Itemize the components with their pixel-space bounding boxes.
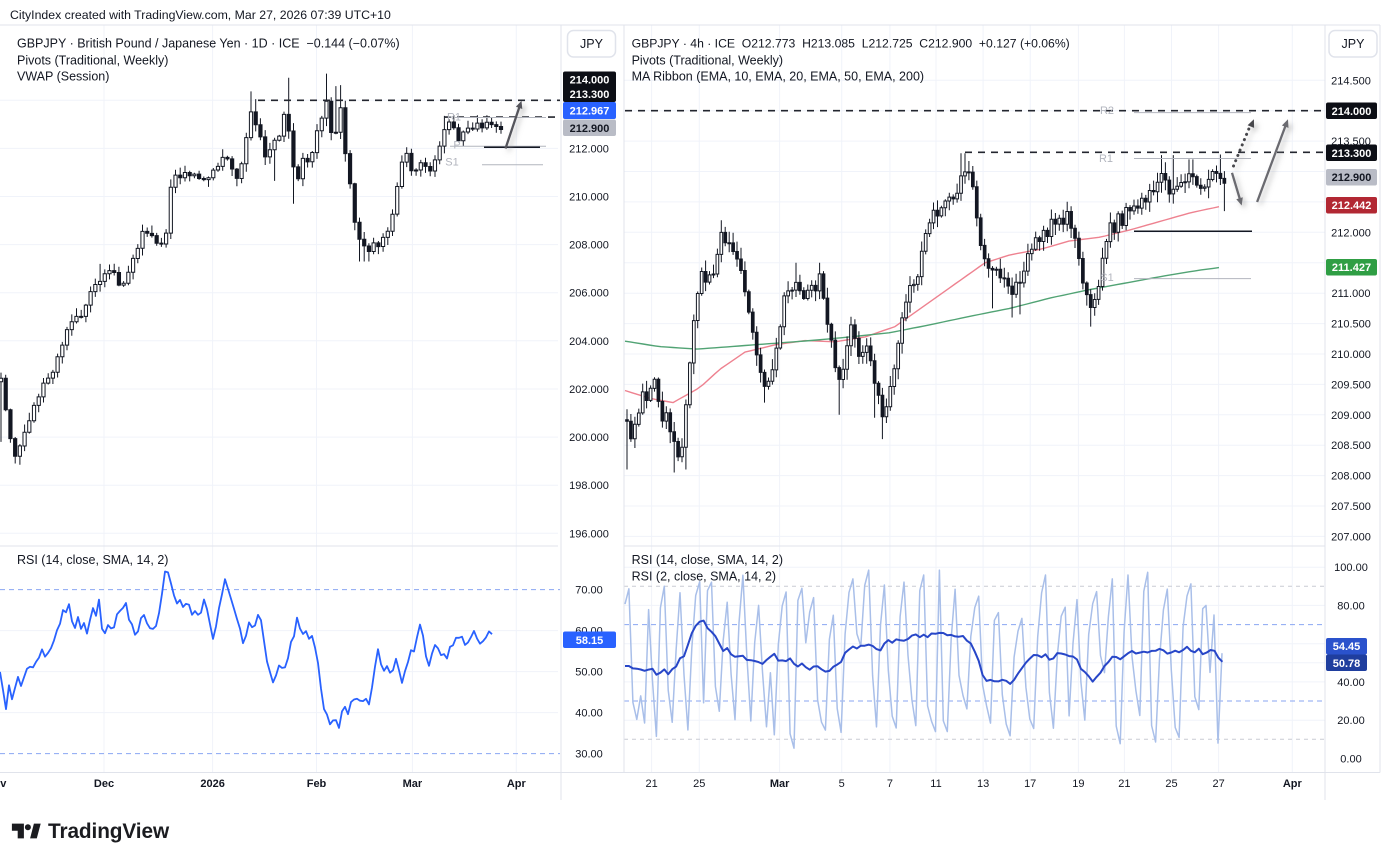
svg-text:7: 7 <box>887 778 893 790</box>
svg-text:211.000: 211.000 <box>1332 288 1371 300</box>
svg-text:100.00: 100.00 <box>1334 562 1368 574</box>
svg-text:212.967: 212.967 <box>570 106 610 118</box>
svg-text:210.000: 210.000 <box>1331 349 1371 361</box>
svg-text:209.500: 209.500 <box>1331 379 1371 391</box>
svg-text:27: 27 <box>1212 778 1224 790</box>
svg-text:JPY: JPY <box>580 37 604 51</box>
svg-text:212.000: 212.000 <box>569 143 609 155</box>
svg-text:210.000: 210.000 <box>569 192 609 204</box>
svg-text:Apr: Apr <box>1283 778 1303 790</box>
svg-text:RSI (2, close, SMA, 14, 2): RSI (2, close, SMA, 14, 2) <box>632 570 777 584</box>
svg-text:Mar: Mar <box>770 778 790 790</box>
svg-text:S1: S1 <box>1100 272 1113 284</box>
svg-text:0.00: 0.00 <box>1340 753 1361 765</box>
svg-text:RSI (14, close, SMA, 14, 2): RSI (14, close, SMA, 14, 2) <box>632 553 783 567</box>
svg-text:13: 13 <box>977 778 989 790</box>
svg-text:2026: 2026 <box>200 778 224 790</box>
svg-text:212.442: 212.442 <box>1332 200 1372 212</box>
svg-text:17: 17 <box>1024 778 1036 790</box>
svg-text:R1: R1 <box>447 112 461 124</box>
svg-text:CityIndex created with Trading: CityIndex created with TradingView.com, … <box>10 8 391 22</box>
svg-text:Feb: Feb <box>307 778 327 790</box>
svg-text:21: 21 <box>645 778 657 790</box>
svg-text:50.78: 50.78 <box>1333 658 1361 670</box>
svg-text:GBPJPY · British Pound / Japan: GBPJPY · British Pound / Japanese Yen · … <box>17 37 400 51</box>
svg-text:208.000: 208.000 <box>569 240 609 252</box>
svg-text:207.000: 207.000 <box>1331 531 1371 543</box>
svg-text:50.00: 50.00 <box>575 667 603 679</box>
svg-text:21: 21 <box>1118 778 1130 790</box>
svg-text:58.15: 58.15 <box>576 635 604 647</box>
svg-text:206.000: 206.000 <box>569 288 609 300</box>
svg-text:212.900: 212.900 <box>1332 172 1372 184</box>
svg-text:204.000: 204.000 <box>569 336 609 348</box>
svg-text:202.000: 202.000 <box>569 384 609 396</box>
svg-text:213.300: 213.300 <box>570 89 610 101</box>
svg-text:R2: R2 <box>1100 105 1114 117</box>
svg-text:70.00: 70.00 <box>575 585 603 597</box>
svg-text:Mar: Mar <box>403 778 423 790</box>
svg-text:Pivots (Traditional, Weekly): Pivots (Traditional, Weekly) <box>632 54 783 68</box>
svg-text:25: 25 <box>1165 778 1177 790</box>
svg-text:Dec: Dec <box>94 778 114 790</box>
svg-text:214.000: 214.000 <box>570 75 610 87</box>
svg-text:209.000: 209.000 <box>1331 410 1371 422</box>
svg-text:30.00: 30.00 <box>575 749 603 761</box>
svg-text:JPY: JPY <box>1342 37 1366 51</box>
svg-text:208.500: 208.500 <box>1331 440 1371 452</box>
svg-text:211.427: 211.427 <box>1332 262 1371 274</box>
svg-text:Apr: Apr <box>507 778 527 790</box>
svg-text:S1: S1 <box>445 157 458 169</box>
svg-text:198.000: 198.000 <box>569 480 609 492</box>
svg-text:TradingView: TradingView <box>48 820 170 843</box>
svg-text:Nov: Nov <box>0 778 7 790</box>
svg-text:40.00: 40.00 <box>575 708 603 720</box>
svg-text:40.00: 40.00 <box>1337 677 1365 689</box>
svg-text:54.45: 54.45 <box>1333 641 1361 653</box>
svg-text:213.300: 213.300 <box>1332 148 1372 160</box>
svg-text:214.500: 214.500 <box>1331 75 1371 87</box>
svg-text:214.000: 214.000 <box>1332 106 1372 118</box>
svg-text:212.900: 212.900 <box>570 123 610 135</box>
svg-text:P: P <box>453 140 460 152</box>
svg-text:210.500: 210.500 <box>1331 319 1371 331</box>
svg-text:25: 25 <box>693 778 705 790</box>
svg-text:80.00: 80.00 <box>1337 600 1365 612</box>
svg-text:Pivots (Traditional, Weekly): Pivots (Traditional, Weekly) <box>17 54 168 68</box>
svg-text:GBPJPY · 4h · ICE O212.773 H: GBPJPY · 4h · ICE O212.773 H213.085 L212… <box>632 37 1070 51</box>
svg-text:212.000: 212.000 <box>1331 227 1371 239</box>
svg-text:RSI (14, close, SMA, 14, 2): RSI (14, close, SMA, 14, 2) <box>17 553 168 567</box>
svg-text:196.000: 196.000 <box>569 528 609 540</box>
svg-text:207.500: 207.500 <box>1331 501 1371 513</box>
svg-text:20.00: 20.00 <box>1337 715 1365 727</box>
svg-text:VWAP (Session): VWAP (Session) <box>17 70 109 84</box>
svg-text:R1: R1 <box>1099 153 1113 165</box>
svg-text:5: 5 <box>839 778 845 790</box>
svg-text:11: 11 <box>930 778 941 790</box>
svg-text:19: 19 <box>1072 778 1084 790</box>
svg-text:MA Ribbon (EMA, 10, EMA, 20, E: MA Ribbon (EMA, 10, EMA, 20, EMA, 50, EM… <box>632 70 924 84</box>
svg-text:200.000: 200.000 <box>569 432 609 444</box>
svg-text:208.000: 208.000 <box>1331 471 1371 483</box>
